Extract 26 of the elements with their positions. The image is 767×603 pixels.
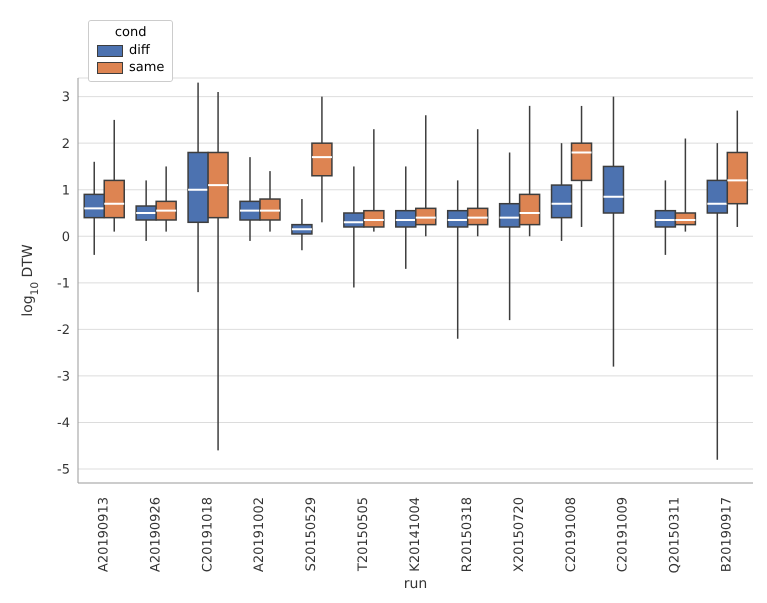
y-tick-label: -5 bbox=[57, 462, 70, 478]
x-tick-label: S20150529 bbox=[304, 497, 320, 572]
legend-label: same bbox=[129, 60, 164, 75]
x-tick-label: C20191009 bbox=[616, 497, 631, 572]
y-tick-label: 1 bbox=[62, 183, 70, 198]
y-tick-label: 3 bbox=[62, 90, 70, 106]
x-tick-label: C20191018 bbox=[200, 497, 216, 572]
x-tick-label: R20150318 bbox=[460, 497, 475, 572]
legend-title: cond bbox=[114, 25, 148, 40]
y-tick-label: -1 bbox=[57, 276, 70, 292]
x-tick-label: B20190917 bbox=[720, 497, 735, 572]
y-tick-label: 0 bbox=[62, 230, 70, 245]
y-tick-label: -3 bbox=[57, 370, 70, 385]
y-tick-label: 2 bbox=[62, 136, 70, 152]
x-tick-label: A20191002 bbox=[252, 497, 268, 572]
x-tick-label: A20190913 bbox=[96, 497, 112, 572]
x-axis-title: run bbox=[404, 576, 428, 592]
y-tick-label: -4 bbox=[57, 416, 70, 432]
y-tick-label: -2 bbox=[57, 322, 70, 338]
x-tick-label: X20150720 bbox=[512, 497, 527, 572]
x-tick-label: C20191008 bbox=[564, 497, 579, 572]
x-tick-label: K20141004 bbox=[408, 497, 423, 572]
legend-label: diff bbox=[129, 43, 150, 58]
x-tick-label: A20190926 bbox=[148, 497, 164, 572]
x-tick-label: T20150505 bbox=[356, 497, 372, 572]
x-tick-label: Q20150311 bbox=[668, 497, 683, 574]
